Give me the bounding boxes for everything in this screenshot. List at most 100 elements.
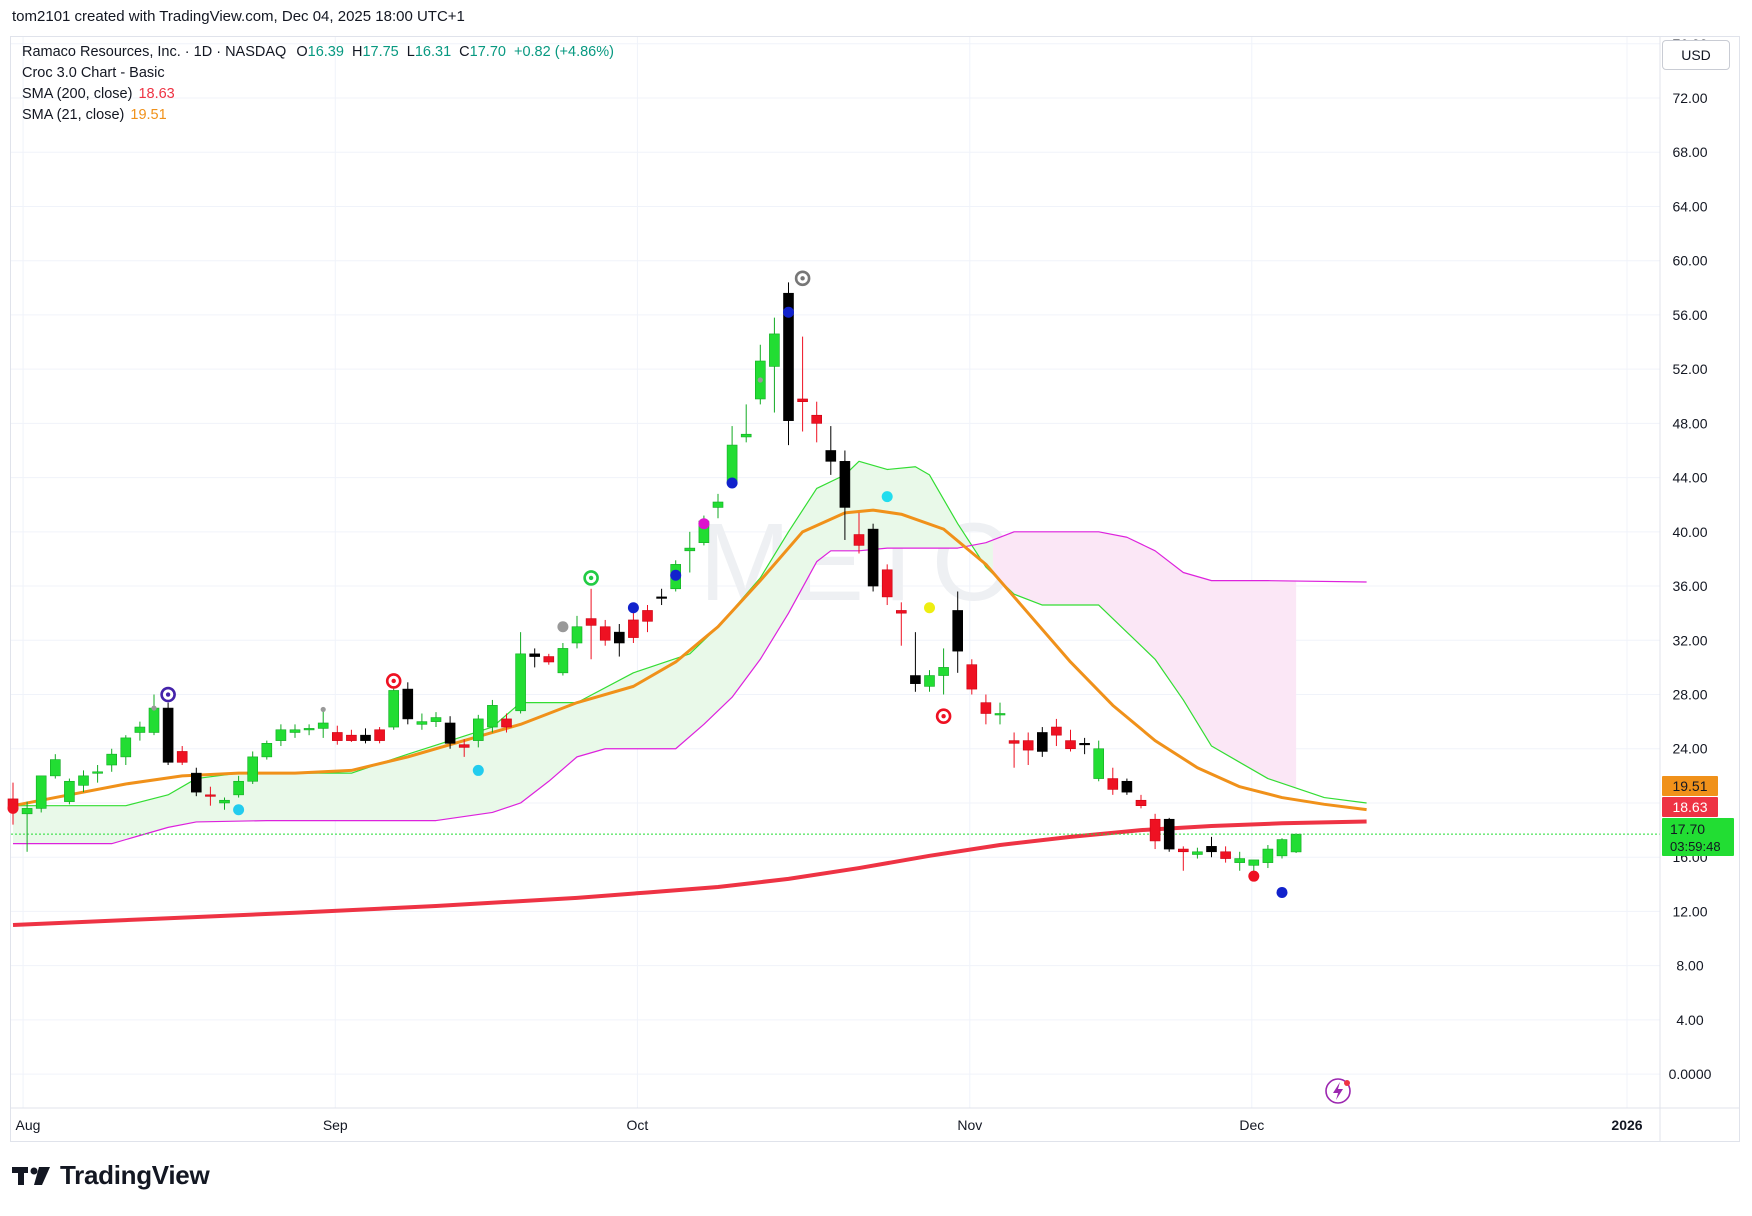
candle [1065, 729, 1076, 752]
signal-dot-marker [7, 802, 19, 814]
candle-body [628, 619, 639, 638]
band-fills [13, 461, 1297, 844]
legend-sma200-value: 18.63 [138, 86, 175, 102]
candle [148, 694, 160, 736]
candle [1135, 794, 1147, 809]
candle-body [684, 547, 696, 552]
candle [571, 615, 583, 649]
candle-body [487, 705, 498, 728]
candle-body [360, 734, 371, 741]
candle-body [952, 610, 964, 652]
candle [966, 659, 978, 695]
candle-body [120, 737, 132, 758]
candle [839, 450, 851, 540]
candle-body [148, 707, 160, 733]
y-tick-label: 40.00 [1672, 524, 1707, 540]
y-tick-label: 72.00 [1672, 90, 1707, 106]
candle [754, 344, 766, 405]
legend-open: 16.39 [307, 44, 344, 60]
candle [49, 754, 61, 779]
signal-markers [7, 270, 1288, 898]
candle-body [444, 722, 456, 744]
candle-body [740, 433, 752, 438]
candle-body [571, 626, 583, 644]
candle-body [49, 759, 61, 777]
candle [247, 751, 258, 784]
candle [1192, 847, 1203, 859]
legend-sma200-label: SMA (200, close) [22, 86, 133, 102]
candle [134, 721, 146, 741]
candle-body [811, 414, 823, 424]
signal-dot-marker [233, 804, 245, 816]
candle [275, 724, 287, 747]
candle [994, 702, 1006, 725]
candle [1008, 732, 1020, 768]
sma21-line [12, 508, 1367, 812]
candle-body [642, 610, 653, 622]
y-tick-label: 24.00 [1672, 741, 1707, 757]
candle-body [599, 626, 611, 641]
y-tick-label: 60.00 [1672, 253, 1707, 269]
indicator-lines [12, 460, 1367, 927]
y-tick-label: 48.00 [1672, 415, 1707, 431]
candle [472, 714, 484, 748]
candles [7, 282, 1302, 877]
band-fill-pink [992, 531, 1297, 789]
candle-body [825, 450, 837, 462]
candle [402, 682, 414, 725]
y-tick-label: 36.00 [1672, 578, 1707, 594]
candle [106, 748, 117, 772]
y-tick-label: 44.00 [1672, 470, 1707, 486]
candle [811, 401, 823, 443]
signal-dot-marker [557, 621, 569, 633]
price-chart[interactable]: METC 76.0072.0068.0064.0060.0056.0052.00… [0, 0, 1752, 1150]
legend-sma200-row[interactable]: SMA (200, close) 18.63 [22, 84, 618, 105]
candle-body [557, 648, 569, 674]
flash-icon[interactable] [1325, 1078, 1351, 1104]
legend-indicator[interactable]: Croc 3.0 Chart - Basic [22, 65, 165, 81]
signal-dot-marker [1276, 886, 1288, 898]
candle-body [895, 610, 907, 614]
y-tick-label: 0.0000 [1669, 1066, 1712, 1082]
candle-body [458, 744, 470, 748]
candle [1093, 740, 1104, 782]
candle-body [656, 596, 667, 599]
legend-low-label: L [406, 44, 415, 60]
candle [487, 699, 498, 733]
candle [1121, 778, 1133, 795]
candle [162, 702, 174, 766]
legend-symbol[interactable]: Ramaco Resources, Inc. · 1D · NASDAQ [22, 44, 287, 60]
candle [1079, 737, 1090, 755]
candle [1262, 844, 1274, 869]
x-tick-label: Sep [323, 1117, 348, 1133]
signal-dot-marker [924, 602, 935, 614]
candle-body [585, 618, 597, 626]
candle-body [1135, 799, 1147, 806]
candle [191, 767, 202, 797]
candle [388, 687, 400, 730]
signal-ring-center [588, 575, 594, 581]
legend-change: +0.82 (+4.86%) [513, 44, 614, 60]
legend-sma21-row[interactable]: SMA (21, close) 19.51 [22, 105, 618, 126]
candle-body [1107, 778, 1119, 790]
candle-body [233, 780, 244, 796]
currency-button[interactable]: USD [1662, 40, 1730, 70]
sma21-tag: 19.51 [1672, 778, 1707, 794]
signal-dot-marker [881, 491, 893, 503]
candle-body [1065, 740, 1076, 750]
candle-body [388, 690, 400, 728]
candle-body [35, 775, 47, 809]
tradingview-brand[interactable]: TradingView [12, 1160, 210, 1191]
candle-body [261, 743, 273, 758]
sma200-tag-bg [1662, 797, 1718, 817]
signal-dot-marker [726, 477, 738, 489]
candle-body [402, 688, 414, 720]
y-tick-label: 64.00 [1672, 198, 1707, 214]
candle-body [501, 718, 512, 728]
signal-small-marker [757, 377, 763, 383]
signal-ring-center [391, 678, 396, 684]
candle-body [910, 675, 921, 684]
legend-high: 17.75 [362, 44, 399, 60]
legend-sma21-value: 19.51 [130, 107, 167, 123]
candle-body [881, 569, 893, 598]
